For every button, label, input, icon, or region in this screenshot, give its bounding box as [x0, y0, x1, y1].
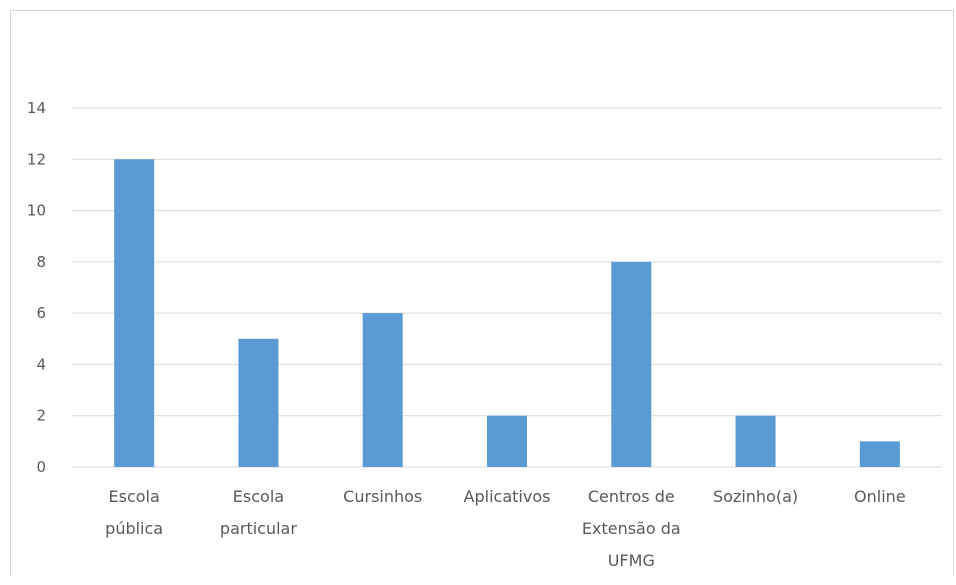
x-tick-label-line: Escola: [233, 487, 284, 506]
y-tick-label: 8: [36, 253, 46, 271]
x-tick-label-line: Online: [854, 487, 906, 506]
bar: [611, 261, 652, 467]
y-tick-label: 10: [27, 202, 46, 220]
x-tick-label-line: Escola: [109, 487, 160, 506]
x-tick-label: Escola pública: [105, 487, 163, 538]
bar: [238, 338, 279, 467]
y-tick-label: 6: [36, 304, 46, 322]
x-tick-label-line: Extensão da: [582, 519, 681, 538]
bar: [362, 313, 403, 467]
x-tick-label-line: Sozinho(a): [713, 487, 798, 506]
x-tick-label: Centros de Extensão da UFMG: [582, 487, 681, 570]
x-tick-label: Aplicativos: [464, 487, 551, 506]
x-tick-label-line: particular: [220, 519, 297, 538]
gridlines: [72, 107, 942, 468]
x-tick-label-line: pública: [105, 519, 163, 538]
x-tick-label: Online: [854, 487, 906, 506]
bar: [859, 441, 900, 467]
bar: [114, 159, 155, 468]
bar: [735, 415, 776, 467]
bar: [487, 415, 527, 467]
x-tick-label-line: Centros de: [588, 487, 675, 506]
x-tick-label-line: UFMG: [608, 551, 655, 570]
y-tick-label: 14: [27, 99, 46, 117]
x-tick-label-line: Cursinhos: [343, 487, 422, 506]
x-axis-tick-labels: Escola pública Escola particular Cursinhos Ap…: [105, 487, 905, 570]
x-tick-label-line: Aplicativos: [464, 487, 551, 506]
y-tick-label: 2: [36, 407, 46, 425]
x-tick-label: Sozinho(a): [713, 487, 798, 506]
y-tick-label: 4: [36, 355, 46, 373]
x-tick-label: Cursinhos: [343, 487, 422, 506]
y-tick-label: 0: [36, 458, 46, 476]
y-tick-label: 12: [27, 150, 46, 168]
x-tick-label: Escola particular: [220, 487, 297, 538]
bars: [114, 159, 900, 468]
y-axis-tick-labels: 0 2 4 6 8 10 12 14: [27, 99, 46, 476]
chart-frame: [10, 10, 954, 576]
